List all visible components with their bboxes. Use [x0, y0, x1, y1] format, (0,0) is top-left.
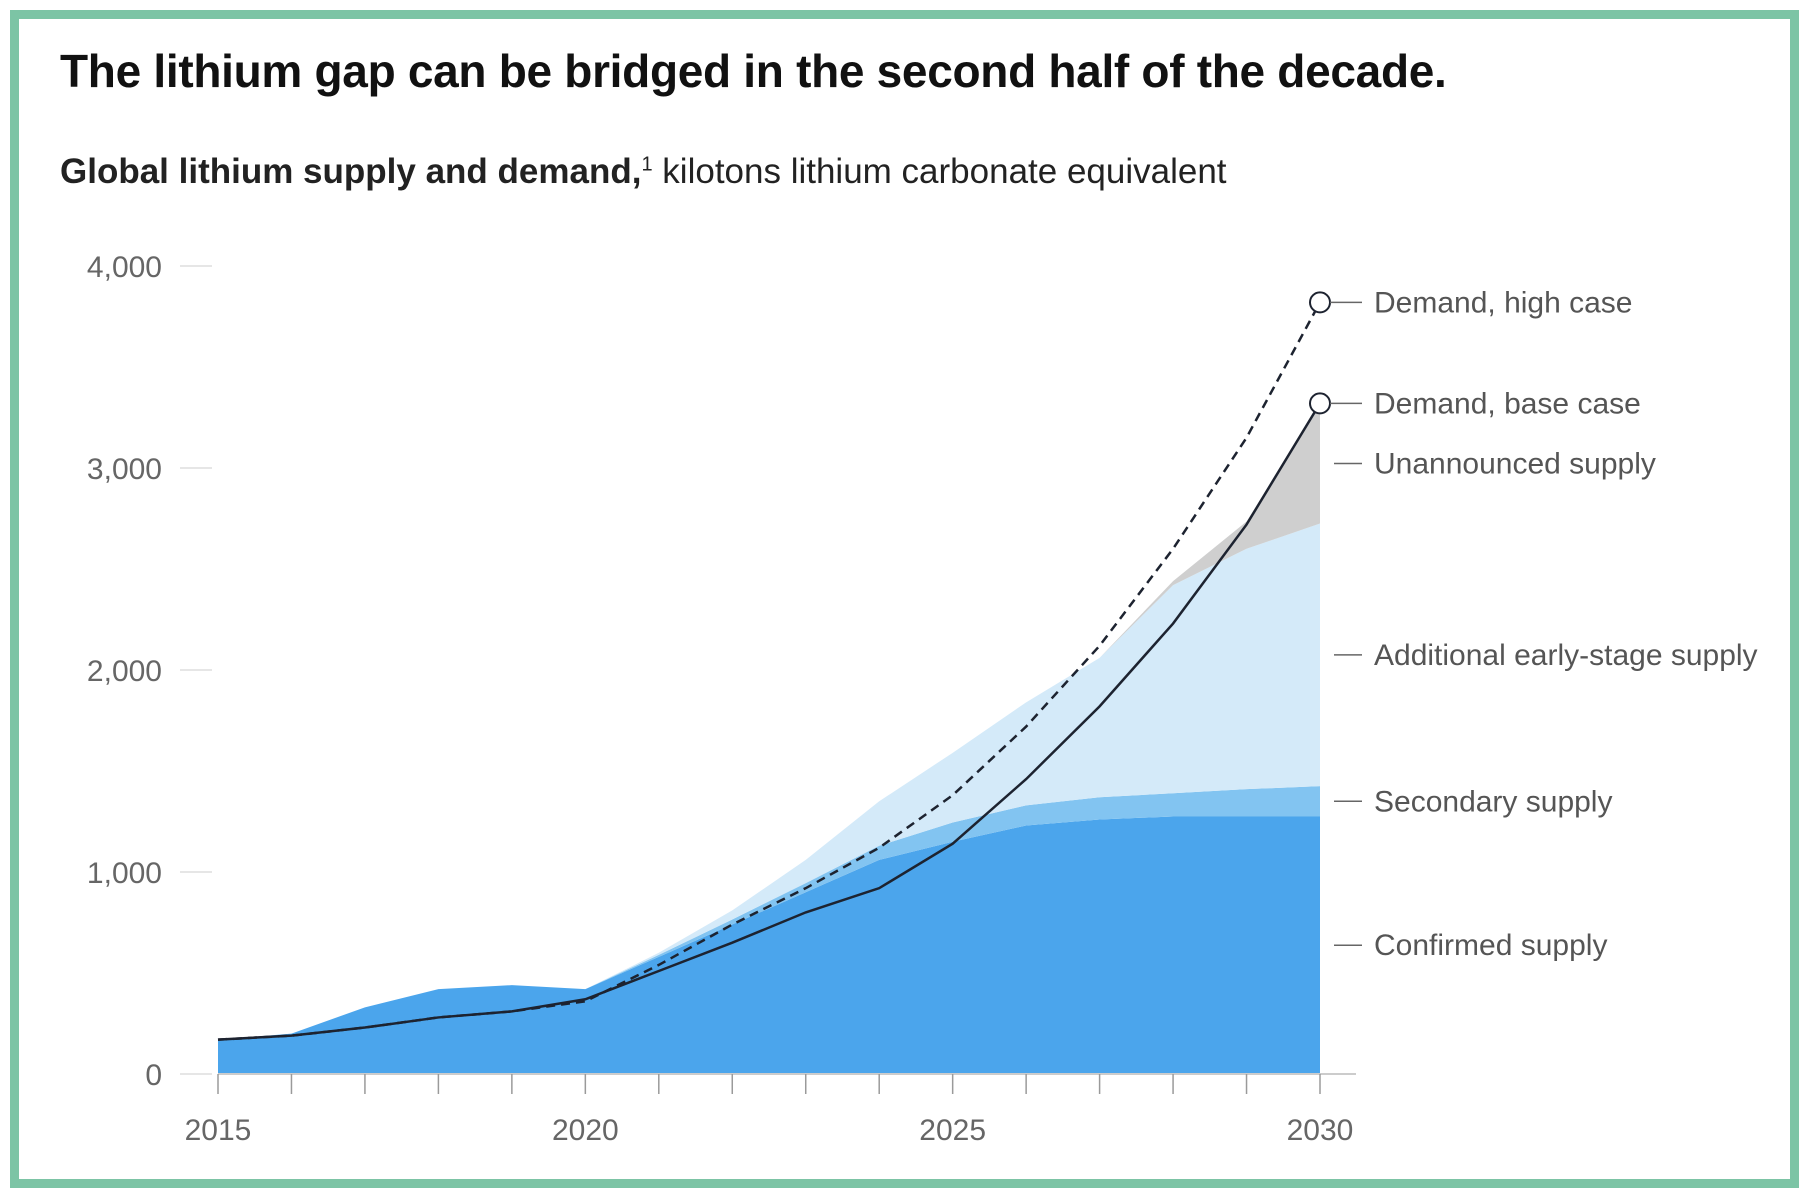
x-tick-label: 2015 — [185, 1114, 252, 1147]
chart-title: The lithium gap can be bridged in the se… — [60, 45, 1447, 97]
x-tick-label: 2020 — [552, 1114, 619, 1147]
footnote-marker: 1 — [641, 153, 653, 176]
label-unannounced-supply: Unannounced supply — [1374, 447, 1656, 480]
label-secondary-supply: Secondary supply — [1374, 785, 1612, 818]
y-tick-label: 4,000 — [87, 251, 162, 284]
subtitle-bold: Global lithium supply and demand, — [60, 152, 642, 191]
subtitle-unit: kilotons lithium carbonate equivalent — [662, 152, 1227, 191]
y-tick-label: 3,000 — [87, 453, 162, 486]
x-tick-label: 2025 — [919, 1114, 986, 1147]
endpoint-demand-high-case — [1309, 291, 1331, 314]
label-confirmed-supply: Confirmed supply — [1374, 929, 1607, 962]
supply-areas — [218, 403, 1320, 1074]
y-tick-label: 0 — [145, 1059, 162, 1092]
label-additional-early-stage-supply: Additional early-stage supply — [1374, 639, 1758, 672]
label-demand-high-case: Demand, high case — [1374, 286, 1633, 319]
area-confirmed-supply — [218, 816, 1320, 1074]
y-tick-label: 1,000 — [87, 857, 162, 890]
axes: 0 1,000 2,000 3,000 4,000 2015 2020 2025 2030 — [87, 251, 1356, 1147]
gridlines — [180, 265, 212, 1075]
y-tick-label: 2,000 — [87, 655, 162, 688]
line-demand-base-case — [217, 402, 1322, 1041]
series-labels: Demand, high case Demand, base case Confir… — [1330, 286, 1758, 962]
demand-lines — [217, 291, 1331, 1041]
chart-subtitle: Global lithium supply and demand,1 kilot… — [60, 152, 1227, 192]
area-secondary-supply — [218, 786, 1320, 1040]
endpoint-demand-base-case — [1309, 392, 1331, 415]
label-demand-base-case: Demand, base case — [1374, 387, 1641, 420]
x-tick-label: 2030 — [1287, 1114, 1354, 1147]
